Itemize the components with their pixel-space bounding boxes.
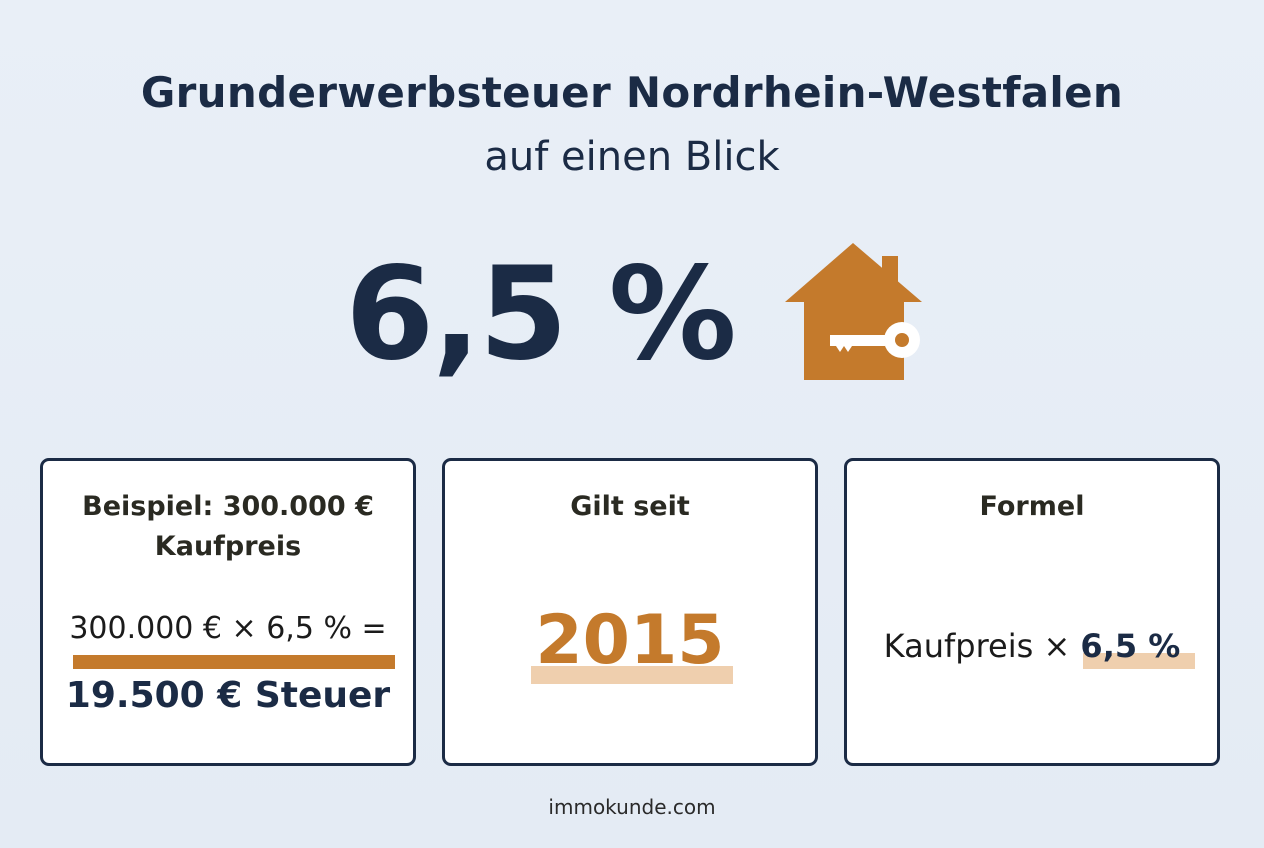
formula-text: Kaufpreis × xyxy=(883,627,1071,665)
card-title: Beispiel: 300.000 € xyxy=(82,491,374,522)
card-title: Gilt seit xyxy=(570,491,690,522)
divider-bar xyxy=(73,655,395,669)
card-since: Gilt seit 2015 xyxy=(442,458,818,766)
highlight xyxy=(1083,653,1195,669)
highlight xyxy=(531,666,733,684)
house-key-icon xyxy=(785,243,922,380)
card-title: Formel xyxy=(979,491,1085,522)
year: 2015 xyxy=(535,601,725,680)
formula-rate: 6,5 % xyxy=(1080,627,1181,665)
footer: immokunde.com xyxy=(548,795,716,819)
card-formula: Formel Kaufpreis × 6,5 % xyxy=(844,458,1220,766)
formula: Kaufpreis × 6,5 % xyxy=(847,627,1217,665)
subtitle: auf einen Blick xyxy=(484,134,780,180)
result: 19.500 € Steuer xyxy=(65,675,391,716)
title: Grunderwerbsteuer Nordrhein-Westfalen xyxy=(140,68,1124,117)
rate-value: 6,5 % xyxy=(345,240,737,389)
calculation: 300.000 € × 6,5 % = xyxy=(69,611,387,646)
card-title: Kaufpreis xyxy=(154,531,302,562)
card-example: Beispiel: 300.000 € Kaufpreis 300.000 € … xyxy=(40,458,416,766)
